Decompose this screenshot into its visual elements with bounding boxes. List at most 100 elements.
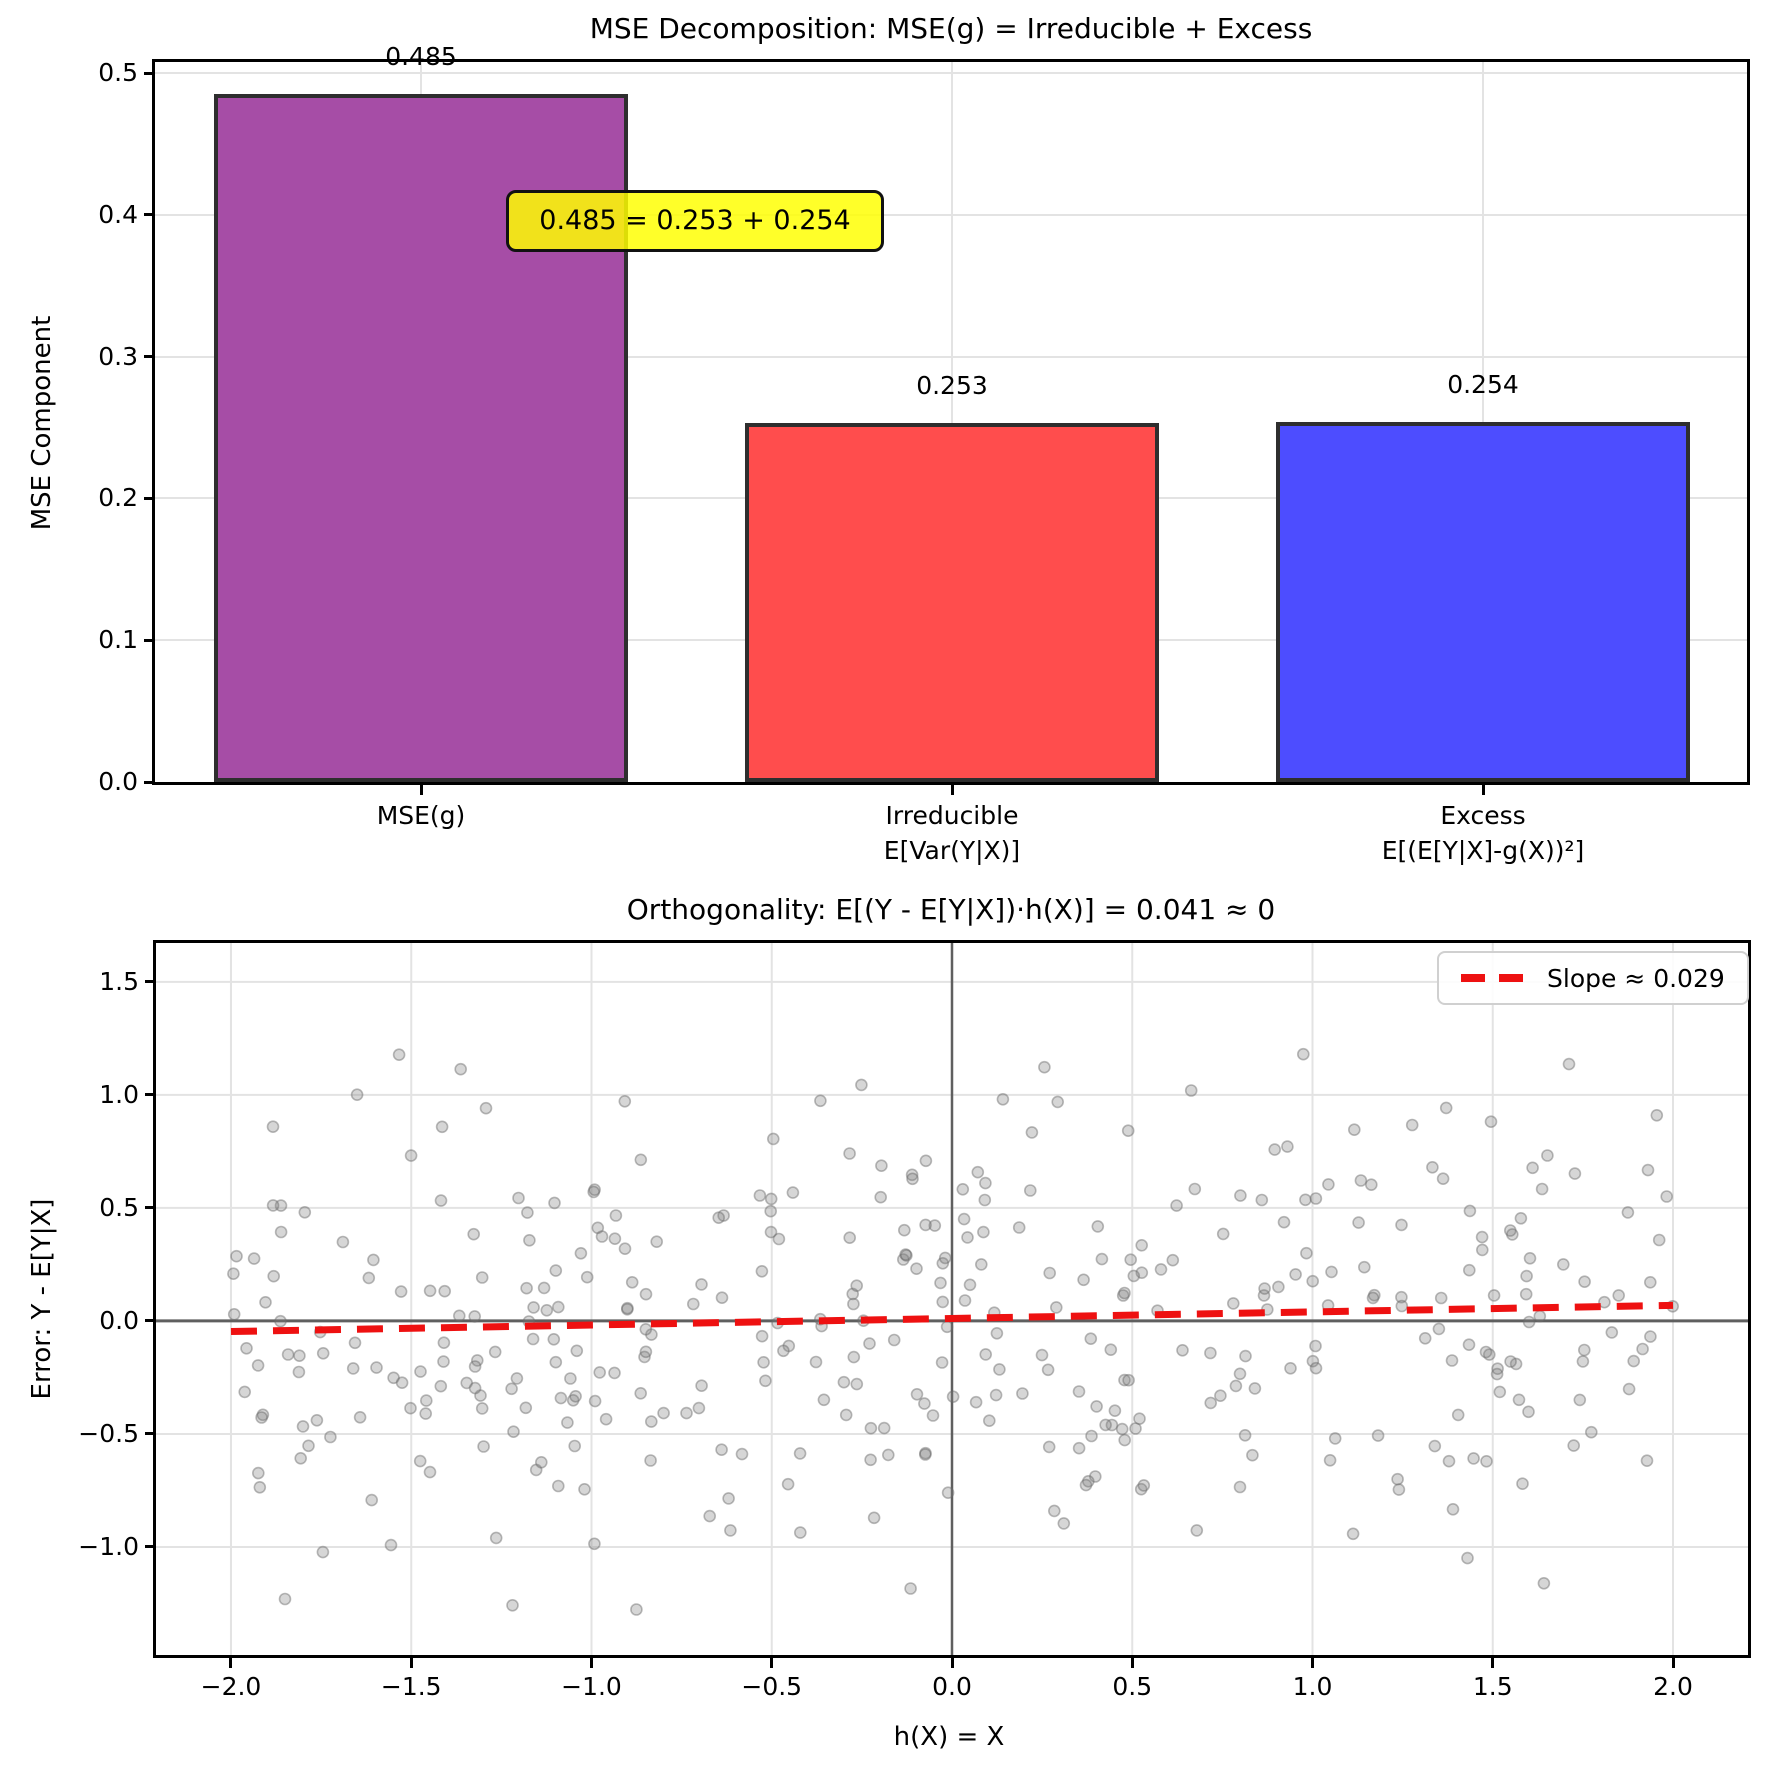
scatter-point xyxy=(1640,1454,1654,1468)
scatter-point xyxy=(609,1209,623,1222)
scatter-point xyxy=(1598,1295,1611,1309)
scatter-point xyxy=(1248,1382,1262,1395)
y-tick-mark xyxy=(145,980,156,984)
scatter-point xyxy=(753,1189,767,1202)
scatter-point xyxy=(657,1406,670,1420)
scatter-point xyxy=(1480,1454,1493,1468)
scatter-point xyxy=(1463,1204,1477,1218)
scatter-point xyxy=(630,1603,643,1616)
scatter-point xyxy=(1641,1163,1655,1177)
scatter-point xyxy=(413,1454,427,1468)
scatter-point xyxy=(1516,1477,1529,1491)
x-tick-label: −2.0 xyxy=(200,1672,262,1701)
scatter-point xyxy=(1660,1190,1673,1203)
scatter-point xyxy=(460,1376,474,1390)
scatter-point xyxy=(316,1545,330,1559)
bar-1 xyxy=(745,423,1159,782)
scatter-point xyxy=(638,1350,651,1364)
scatter-point xyxy=(793,1526,807,1539)
scatter-point xyxy=(1272,1280,1285,1294)
scatter-point xyxy=(521,1206,534,1219)
scatter-point xyxy=(293,1349,306,1363)
scatter-point xyxy=(438,1284,452,1298)
scatter-point xyxy=(1395,1299,1409,1313)
scatter-point xyxy=(238,1385,251,1399)
scatter-point xyxy=(715,1443,728,1457)
scatter-point xyxy=(919,1154,933,1168)
scatter-point xyxy=(938,1251,952,1265)
chart2-plot-area xyxy=(153,940,1751,1658)
scatter-point xyxy=(1284,1361,1297,1375)
scatter-point xyxy=(817,1393,831,1407)
x-tick-label: 0.0 xyxy=(932,1672,972,1701)
scatter-point xyxy=(520,1281,533,1295)
scatter-point xyxy=(296,1420,310,1433)
scatter-point xyxy=(1537,1576,1551,1590)
chart1-title: MSE Decomposition: MSE(g) = Irreducible … xyxy=(589,12,1313,45)
scatter-point xyxy=(489,1531,503,1545)
scatter-point xyxy=(1289,1268,1302,1281)
scatter-point xyxy=(266,1120,280,1133)
scatter-point xyxy=(814,1094,827,1108)
scatter-point xyxy=(712,1211,726,1225)
scatter-point xyxy=(227,1307,241,1321)
scatter-point xyxy=(1622,1382,1636,1396)
scatter-point xyxy=(1605,1326,1619,1339)
scatter-point xyxy=(468,1360,482,1373)
scatter-point xyxy=(904,1582,917,1595)
y-tick-mark xyxy=(144,71,155,75)
scatter-point xyxy=(715,1291,729,1305)
scatter-point xyxy=(650,1235,664,1249)
scatter-point xyxy=(782,1339,796,1353)
scatter-point xyxy=(474,1389,487,1402)
scatter-point xyxy=(621,1301,634,1315)
scatter-point xyxy=(1204,1346,1217,1360)
x-tick-label: 0.5 xyxy=(1112,1672,1153,1701)
scatter-point xyxy=(274,1314,287,1328)
scatter-point xyxy=(843,1147,856,1160)
scatter-point xyxy=(588,1394,602,1408)
scatter-point xyxy=(1133,1412,1146,1426)
scatter-point xyxy=(974,1258,988,1271)
scatter-point xyxy=(1227,1297,1240,1310)
scatter-point xyxy=(1567,1439,1580,1452)
scatter-point xyxy=(1081,1474,1095,1488)
scatter-point xyxy=(395,1376,409,1390)
scatter-point xyxy=(1535,1182,1549,1196)
scatter-point xyxy=(1391,1472,1404,1486)
scatter-point xyxy=(537,1281,551,1295)
scatter-point xyxy=(1281,1140,1294,1153)
scatter-point xyxy=(551,1479,565,1493)
scatter-point xyxy=(404,1149,418,1162)
trendline-legend-sample-icon xyxy=(1461,974,1527,982)
x-tick-mark xyxy=(589,1658,593,1668)
scatter-point xyxy=(608,1366,621,1380)
scatter-point xyxy=(757,1355,770,1369)
scatter-point xyxy=(1523,1251,1537,1265)
scatter-point xyxy=(1461,1551,1474,1565)
scatter-point xyxy=(1462,1338,1476,1352)
scatter-point xyxy=(1476,1243,1489,1257)
scatter-point xyxy=(1121,1124,1135,1137)
y-tick-mark xyxy=(145,1432,156,1436)
bar-value-label: 0.253 xyxy=(916,371,988,401)
y-tick-label: 0.3 xyxy=(98,341,138,371)
scatter-point xyxy=(468,1381,482,1395)
scatter-point xyxy=(993,1363,1006,1376)
scatter-point xyxy=(564,1372,577,1385)
scatter-point xyxy=(392,1048,406,1061)
scatter-point xyxy=(1306,1274,1319,1288)
scatter-point xyxy=(593,1366,607,1379)
scatter-point xyxy=(957,1212,971,1226)
scatter-point xyxy=(274,1225,288,1239)
scatter-point xyxy=(764,1204,778,1218)
scatter-point xyxy=(346,1362,360,1375)
scatter-point xyxy=(1506,1228,1519,1241)
sum-annotation: 0.485 = 0.253 + 0.254 xyxy=(506,190,884,252)
scatter-point xyxy=(1176,1343,1189,1357)
scatter-point xyxy=(946,1390,960,1404)
scatter-point xyxy=(1487,1289,1501,1302)
scatter-point xyxy=(384,1538,398,1552)
scatter-point xyxy=(877,1421,891,1435)
scatter-point xyxy=(897,1223,911,1237)
